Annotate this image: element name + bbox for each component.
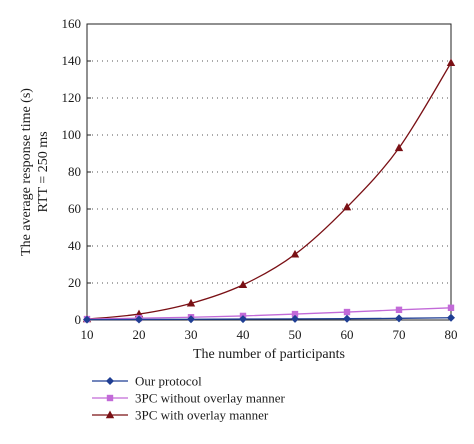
legend-label: 3PC with overlay manner (135, 408, 269, 423)
y-tick-label: 80 (68, 164, 81, 179)
series-triangle (82, 58, 456, 323)
y-tick-label: 60 (68, 201, 81, 216)
x-tick-label: 20 (133, 327, 146, 342)
y-tick-label: 0 (75, 312, 82, 327)
series-diamond (83, 313, 455, 324)
series-line (86, 307, 452, 320)
x-tick-label: 40 (237, 327, 250, 342)
data-point (343, 314, 351, 323)
x-tick-label: 80 (445, 327, 458, 342)
series-line (86, 62, 452, 320)
x-tick-label: 30 (185, 327, 198, 342)
legend-item: 3PC with overlay manner (92, 408, 269, 423)
y-tick-label: 160 (62, 16, 82, 31)
plot-frame (86, 23, 452, 321)
legend-item: 3PC without overlay manner (92, 391, 286, 406)
y-tick-label: 120 (62, 90, 82, 105)
data-point (447, 304, 455, 311)
data-point (186, 298, 196, 307)
x-tick-label: 10 (81, 327, 94, 342)
legend-marker (106, 377, 114, 385)
data-point (291, 314, 299, 323)
y-tick-label: 20 (68, 275, 81, 290)
x-tick-label: 70 (393, 327, 406, 342)
data-point (342, 202, 352, 211)
data-point (290, 249, 300, 258)
data-point (395, 314, 403, 323)
data-point (135, 315, 143, 324)
x-tick-label: 50 (289, 327, 302, 342)
y-tick-label: 100 (62, 127, 82, 142)
x-tick-label: 60 (341, 327, 354, 342)
x-axis-label: The number of participants (193, 347, 345, 362)
legend-label: Our protocol (135, 374, 202, 389)
legend-label: 3PC without overlay manner (135, 391, 286, 406)
data-point (83, 315, 91, 324)
data-point (446, 58, 456, 67)
legend-marker (106, 394, 114, 402)
series-layer (82, 58, 456, 324)
data-point (291, 310, 299, 318)
data-point (239, 315, 247, 324)
data-point (238, 280, 248, 289)
legend-marker (105, 410, 115, 419)
data-point (343, 308, 351, 316)
legend: Our protocol 3PC without overlay manner 3P… (92, 374, 286, 423)
grid-lines (87, 60, 451, 284)
x-axis-ticks: 10 20 30 40 50 60 70 80 (81, 316, 458, 342)
y-axis-label-rtt: RTT = 250 ms (36, 131, 51, 212)
legend-item: Our protocol (92, 374, 202, 389)
data-point (394, 143, 404, 152)
series-line (86, 317, 452, 321)
data-point (187, 315, 195, 324)
data-point (395, 306, 403, 314)
y-axis-ticks: 0 20 40 60 80 100 120 140 160 (62, 16, 91, 327)
y-tick-label: 40 (68, 238, 81, 253)
y-tick-label: 140 (62, 53, 82, 68)
data-point (447, 313, 455, 322)
y-axis-label: The average response time (s) (19, 88, 34, 256)
